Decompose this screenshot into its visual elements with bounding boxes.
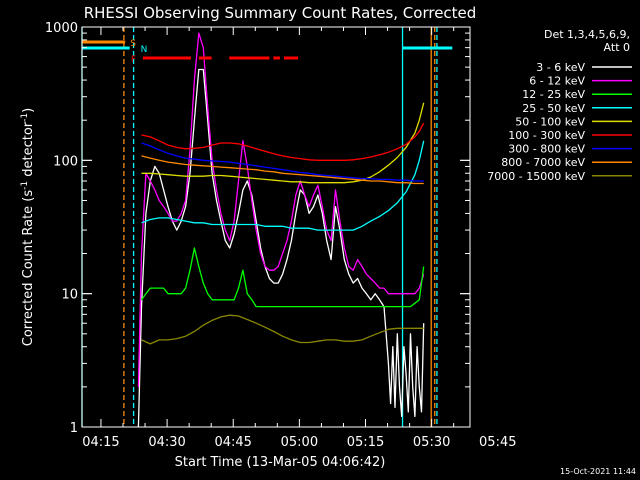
y-tick-label: 100 bbox=[53, 154, 78, 169]
legend-header-line-1: Det 1,3,4,5,6,9, bbox=[544, 28, 630, 41]
x-tick-label: 05:15 bbox=[347, 435, 384, 450]
series-line-6 bbox=[141, 122, 425, 161]
y-axis-label: Corrected Count Rate (s-1 detector-1) bbox=[20, 108, 36, 346]
legend-label-2: 6 - 12 keV bbox=[529, 75, 585, 88]
x-tick-label: 05:45 bbox=[479, 435, 516, 450]
y-tick-label: 10 bbox=[61, 288, 78, 303]
y-tick-label: 1000 bbox=[45, 21, 78, 36]
legend-header-line-2: Att 0 bbox=[604, 41, 630, 54]
chart-title: RHESSI Observing Summary Count Rates, Co… bbox=[84, 4, 477, 22]
y-tick-label: 1 bbox=[70, 421, 78, 436]
series-line-4 bbox=[141, 140, 425, 231]
x-axis-label: Start Time (13-Mar-05 04:06:42) bbox=[175, 455, 386, 470]
series-line-8 bbox=[141, 155, 424, 185]
series-line-2 bbox=[137, 32, 425, 387]
series-line-9 bbox=[141, 314, 424, 345]
flag-label-s: S bbox=[130, 39, 136, 49]
legend-label-7: 300 - 800 keV bbox=[508, 143, 585, 156]
y-axis: 1 10 100 1000 bbox=[45, 21, 470, 436]
x-tick-label: 04:15 bbox=[82, 435, 119, 450]
legend-label-1: 3 - 6 keV bbox=[536, 61, 585, 74]
legend-label-9: 7000 - 15000 keV bbox=[487, 170, 585, 183]
plot-frame bbox=[81, 26, 471, 428]
plot-flags: SNF bbox=[82, 39, 453, 65]
plot-series bbox=[137, 32, 425, 428]
flag-label-f: F bbox=[131, 55, 136, 65]
legend-label-6: 100 - 300 keV bbox=[508, 129, 585, 142]
legend-label-8: 800 - 7000 keV bbox=[501, 156, 585, 169]
x-tick-label: 05:30 bbox=[413, 435, 450, 450]
x-axis: 04:15 04:30 04:45 05:00 05:15 05:30 05:45 bbox=[82, 27, 517, 450]
footer-timestamp: 15-Oct-2021 11:44 bbox=[560, 467, 636, 476]
flag-label-n: N bbox=[141, 45, 148, 55]
legend-label-4: 25 - 50 keV bbox=[522, 102, 585, 115]
legend-label-3: 12 - 25 keV bbox=[522, 88, 585, 101]
x-tick-label: 04:30 bbox=[148, 435, 185, 450]
series-line-7 bbox=[141, 142, 424, 182]
series-line-3 bbox=[140, 247, 425, 308]
x-tick-label: 05:00 bbox=[281, 435, 318, 450]
legend-label-5: 50 - 100 keV bbox=[515, 115, 585, 128]
series-line-5 bbox=[141, 102, 425, 184]
x-tick-label: 04:45 bbox=[214, 435, 251, 450]
